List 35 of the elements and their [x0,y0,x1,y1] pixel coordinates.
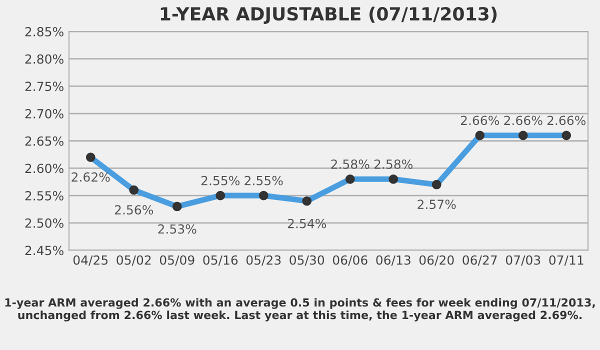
data-label: 2.58% [331,159,370,169]
data-label: 2.62% [72,172,110,182]
y-tick-label: 2.65% [25,136,64,146]
data-label: 2.56% [114,205,154,215]
x-tick-label: 05/23 [246,255,281,266]
x-tick-label: 06/27 [462,255,497,266]
y-tick-label: 2.80% [25,54,64,64]
x-tick-label: 06/13 [376,255,410,266]
y-tick-label: 2.50% [25,218,64,228]
data-label: 2.54% [288,218,326,228]
text: 1-year ARM averaged 2.66% with an average 0.5 in points & fees for week ending 07/11/2013, unchanged from 2.66% last week. Last year at this time, the 1-year ARM averaged 2.69%. [5,298,595,322]
data-label: 2.57% [418,200,456,210]
data-label: 2.66% [504,116,542,126]
data-label: 2.55% [201,176,240,186]
x-tick-label: 05/02 [116,255,151,266]
x-tick-label: 07/11 [549,255,584,266]
x-tick-label: 05/30 [290,255,324,266]
x-tick-label: 06/20 [419,255,454,266]
x-tick-label: 06/06 [332,255,368,266]
data-label: 2.55% [244,176,283,186]
data-label: 2.66% [547,116,586,126]
x-tick-label: 05/09 [160,255,194,266]
y-tick-label: 2.45% [25,246,64,256]
x-tick-label: 05/16 [203,255,238,266]
x-tick-label: 07/03 [506,255,540,266]
y-tick-label: 2.85% [25,26,64,36]
y-tick-label: 2.55% [25,191,64,200]
x-tick-label: 04/25 [73,255,108,266]
y-tick-label: 2.75% [25,82,64,92]
data-label: 2.66% [460,116,500,126]
data-label: 2.58% [374,159,413,169]
data-label: 2.53% [158,224,196,234]
chart-title: 1-YEAR ADJUSTABLE (07/11/2013) [160,6,497,24]
y-tick-label: 2.60% [25,164,64,174]
y-tick-label: 2.70% [25,109,64,118]
